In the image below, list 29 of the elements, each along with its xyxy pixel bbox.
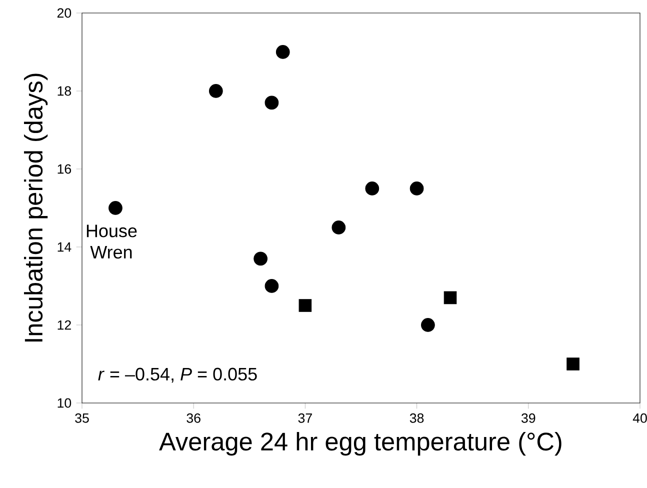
y-tick-label: 16 — [58, 164, 72, 174]
x-tick-label: 36 — [186, 413, 200, 423]
y-tick-label: 18 — [58, 86, 72, 96]
x-tick-label: 37 — [298, 413, 312, 423]
point — [108, 201, 122, 215]
x-tick-label: 35 — [75, 413, 89, 423]
annotation: r = –0.54, P = 0.055 — [98, 368, 257, 383]
point — [208, 84, 223, 98]
point — [421, 318, 435, 332]
x-tick-label: 38 — [410, 413, 424, 423]
x-tick-label: 40 — [632, 413, 647, 423]
point — [264, 96, 279, 110]
point — [298, 299, 312, 312]
y-tick-label: 14 — [58, 242, 72, 252]
x-tick-label: 39 — [521, 413, 536, 423]
x-axis-title: Average 24 hr egg temperature (°C) — [159, 432, 562, 456]
annotation: House Wren — [86, 224, 137, 259]
y-tick-label: 10 — [58, 398, 72, 408]
y-tick-label: 20 — [57, 8, 72, 18]
point — [444, 291, 457, 304]
point — [276, 45, 290, 59]
point — [566, 358, 580, 370]
y-tick-label: 12 — [58, 320, 71, 330]
point — [410, 182, 424, 196]
point — [365, 182, 380, 196]
point — [254, 252, 268, 266]
point — [264, 279, 279, 293]
point — [332, 220, 346, 234]
y-axis-title: Incubation period (days) — [24, 74, 48, 342]
